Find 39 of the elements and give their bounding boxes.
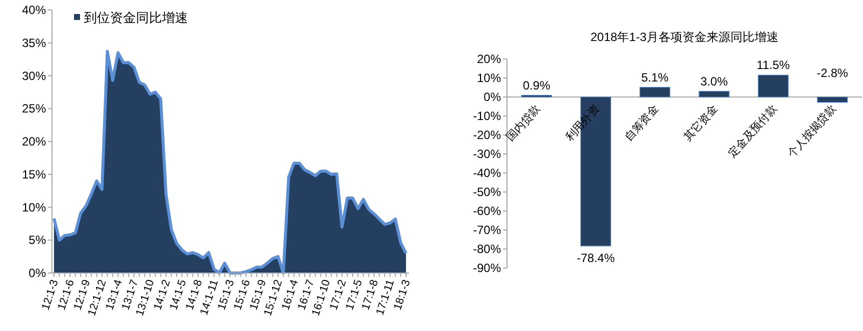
bar [640, 86, 670, 98]
y-tick-label: 15% [22, 167, 46, 182]
y-tick-label: 30% [22, 68, 46, 83]
legend: 到位资金同比增速 [74, 10, 188, 25]
y-tick-label: 25% [22, 102, 46, 116]
x-tick-label: 国内贷款 [504, 102, 543, 144]
data-label: 5.1% [641, 70, 669, 84]
data-label: -2.8% [816, 66, 848, 80]
y-tick-label: -90% [472, 261, 502, 275]
x-tick-label: 其它资金 [681, 102, 720, 144]
y-tick-label: -70% [472, 223, 502, 237]
y-tick-label: -40% [472, 166, 502, 180]
bar [817, 96, 848, 103]
data-label: -78.4% [576, 250, 616, 265]
y-tick-label: 10% [22, 200, 46, 214]
y-tick-label: 0% [484, 90, 502, 104]
y-tick-label: 0% [28, 266, 46, 280]
x-tick-label: 自筹资金 [622, 102, 662, 144]
y-tick-label: -20% [472, 128, 502, 142]
data-label: 11.5% [756, 58, 790, 72]
x-tick-label: 个人按揭贷款 [784, 102, 839, 160]
y-tick-label: -30% [472, 147, 502, 161]
y-tick-label: -80% [472, 242, 502, 256]
chart-title: 2018年1-3月各项资金来源同比增速 [590, 30, 779, 44]
data-label: 3.0% [700, 74, 728, 88]
x-tick-label: 利用外资 [562, 102, 602, 144]
y-tick-label: 10% [476, 71, 502, 85]
data-label: 0.9% [522, 78, 551, 92]
y-tick-label: -50% [472, 185, 502, 199]
y-tick-label: 20% [476, 52, 502, 66]
y-tick-label: 40% [22, 3, 46, 17]
y-tick-label: 35% [22, 36, 46, 50]
y-tick-label: 5% [28, 233, 46, 248]
y-tick-label: -10% [472, 109, 502, 123]
y-tick-label: 20% [22, 134, 46, 148]
bar [698, 90, 730, 98]
bar [758, 74, 789, 98]
x-tick-label: 定金及预付款 [726, 102, 780, 160]
y-tick-label: -60% [472, 204, 502, 218]
